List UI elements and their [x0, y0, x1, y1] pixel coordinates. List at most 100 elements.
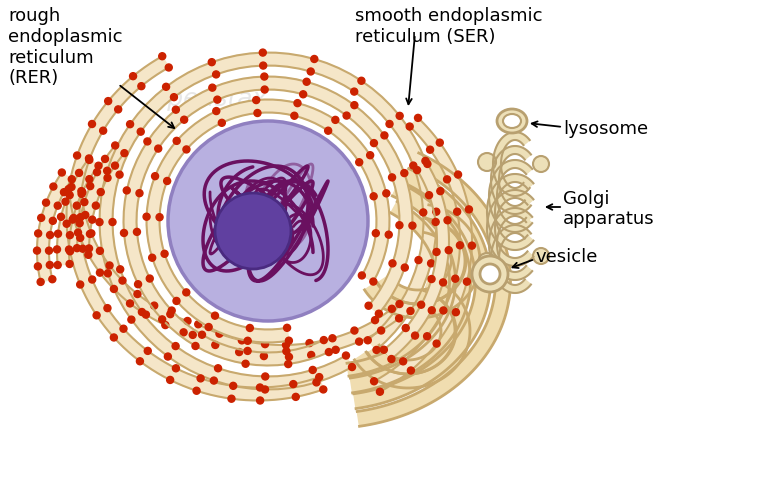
Circle shape	[426, 192, 432, 199]
Circle shape	[376, 388, 384, 395]
Circle shape	[332, 116, 339, 124]
Circle shape	[242, 360, 249, 367]
Circle shape	[236, 349, 242, 355]
Circle shape	[77, 214, 84, 221]
Circle shape	[402, 324, 409, 331]
Circle shape	[208, 58, 215, 66]
Circle shape	[61, 189, 68, 196]
Circle shape	[103, 167, 111, 174]
Circle shape	[244, 347, 251, 354]
Circle shape	[432, 218, 439, 226]
Circle shape	[211, 312, 219, 319]
Circle shape	[126, 300, 134, 307]
Polygon shape	[347, 202, 449, 376]
Circle shape	[332, 346, 339, 354]
Circle shape	[172, 342, 179, 350]
Circle shape	[370, 278, 377, 285]
Circle shape	[290, 381, 297, 388]
Circle shape	[144, 138, 151, 145]
Circle shape	[244, 337, 252, 344]
Circle shape	[43, 199, 49, 206]
Circle shape	[257, 397, 264, 404]
Circle shape	[198, 331, 205, 338]
Circle shape	[420, 209, 427, 216]
Circle shape	[155, 145, 162, 152]
Circle shape	[100, 127, 106, 134]
Circle shape	[228, 395, 235, 402]
Circle shape	[454, 208, 461, 215]
Circle shape	[66, 192, 73, 199]
Circle shape	[424, 160, 431, 168]
Circle shape	[164, 353, 171, 360]
Circle shape	[410, 162, 416, 169]
Circle shape	[54, 202, 62, 209]
Circle shape	[215, 193, 291, 269]
Circle shape	[401, 170, 408, 177]
Circle shape	[303, 78, 310, 85]
Circle shape	[372, 230, 379, 237]
Circle shape	[162, 321, 169, 329]
Circle shape	[418, 301, 425, 308]
Circle shape	[261, 73, 268, 80]
Circle shape	[389, 260, 396, 267]
Circle shape	[309, 366, 316, 374]
Circle shape	[359, 272, 366, 279]
Circle shape	[259, 49, 266, 56]
Circle shape	[112, 142, 119, 149]
Circle shape	[161, 251, 168, 257]
Circle shape	[46, 247, 52, 254]
Circle shape	[291, 112, 298, 119]
Circle shape	[37, 278, 44, 285]
Circle shape	[136, 190, 143, 197]
Circle shape	[109, 218, 116, 226]
Circle shape	[69, 216, 76, 223]
Circle shape	[165, 64, 173, 71]
Circle shape	[144, 347, 151, 354]
Circle shape	[134, 291, 141, 297]
Circle shape	[254, 110, 261, 116]
Circle shape	[195, 321, 201, 328]
Circle shape	[105, 98, 112, 104]
Circle shape	[478, 253, 496, 271]
Circle shape	[480, 264, 500, 284]
Circle shape	[400, 358, 407, 365]
Circle shape	[65, 246, 72, 253]
Circle shape	[93, 169, 100, 176]
Circle shape	[218, 119, 225, 126]
Circle shape	[440, 307, 447, 314]
Circle shape	[261, 386, 268, 393]
Circle shape	[293, 393, 299, 400]
Circle shape	[121, 149, 128, 157]
Circle shape	[452, 308, 459, 316]
Circle shape	[167, 311, 174, 318]
Polygon shape	[193, 309, 399, 357]
Circle shape	[104, 270, 111, 277]
Circle shape	[192, 342, 199, 350]
Circle shape	[414, 114, 422, 121]
Polygon shape	[147, 100, 389, 342]
Circle shape	[50, 183, 57, 190]
Circle shape	[49, 217, 56, 224]
Circle shape	[205, 323, 212, 331]
Polygon shape	[57, 159, 99, 265]
Circle shape	[388, 305, 395, 312]
Circle shape	[46, 231, 53, 239]
Polygon shape	[493, 132, 530, 196]
Circle shape	[412, 332, 419, 339]
Circle shape	[67, 248, 74, 255]
Circle shape	[283, 342, 290, 349]
Polygon shape	[355, 277, 470, 388]
Circle shape	[96, 218, 103, 226]
Ellipse shape	[497, 109, 527, 133]
Polygon shape	[357, 153, 511, 426]
Circle shape	[93, 312, 100, 319]
Circle shape	[79, 245, 87, 252]
Circle shape	[38, 215, 45, 221]
Circle shape	[81, 199, 88, 205]
Circle shape	[216, 330, 223, 337]
Circle shape	[261, 373, 269, 380]
Circle shape	[378, 327, 385, 334]
Circle shape	[127, 121, 134, 128]
Circle shape	[343, 352, 350, 359]
Circle shape	[285, 361, 292, 367]
